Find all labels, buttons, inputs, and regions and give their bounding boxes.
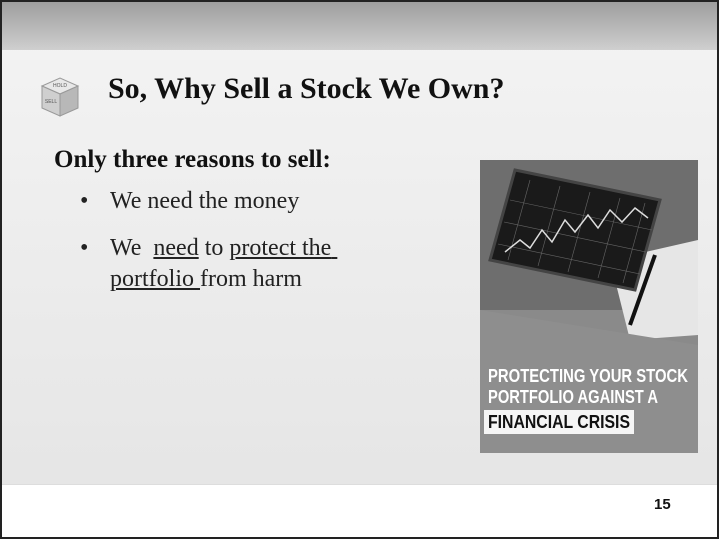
icon-label: HOLD xyxy=(53,83,67,89)
subtitle: Only three reasons to sell: xyxy=(54,146,331,173)
book-cover: PROTECTING YOUR STOCK PORTFOLIO AGAINST … xyxy=(480,160,698,453)
slide-title: So, Why Sell a Stock We Own? xyxy=(108,72,505,105)
icon: HOLD SELL xyxy=(40,77,80,117)
bullet-text: We xyxy=(110,235,154,261)
bullet-text: from harm xyxy=(200,266,302,292)
cover-caption: FINANCIAL CRISIS xyxy=(488,412,630,432)
page-number: 15 xyxy=(654,496,671,513)
bullet-list: We need the money We need to protect the … xyxy=(80,186,430,311)
bullet-text: protect the portfolio xyxy=(110,235,338,292)
bullet-text: to xyxy=(198,235,230,261)
cover-caption: PORTFOLIO AGAINST A xyxy=(488,387,658,407)
footer xyxy=(2,484,717,537)
bullet: We need to protect the portfolio from ha… xyxy=(80,233,420,295)
cover-caption: PROTECTING YOUR STOCK xyxy=(488,366,688,386)
bullet: We need the money xyxy=(80,186,420,217)
bullet-text: We need the money xyxy=(110,188,300,214)
bullet-text: need xyxy=(153,235,199,261)
icon-label: SELL xyxy=(45,99,57,105)
header-band xyxy=(2,2,717,50)
